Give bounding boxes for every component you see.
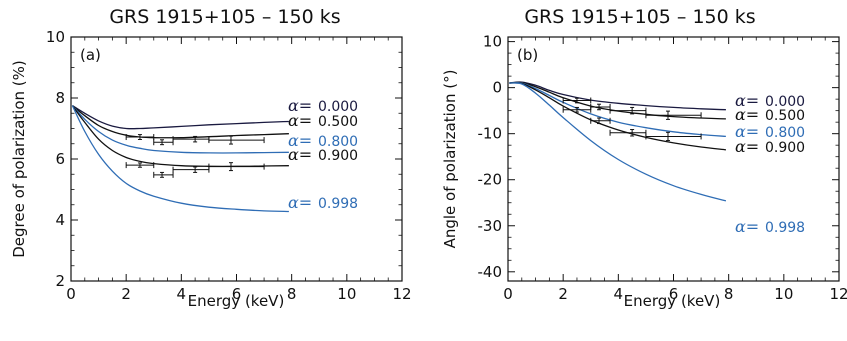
panel-b-ylabel: Angle of polarization (°)	[441, 70, 459, 249]
y-tick-label: 4	[55, 211, 65, 229]
series-label-0.900: α= 0.900	[735, 137, 805, 156]
series-label-symbol: α=	[735, 217, 759, 236]
data-point	[125, 162, 155, 169]
y-tick-label: -40	[478, 263, 503, 281]
series-label-value: 0.000	[765, 94, 805, 110]
panel-b-ticks: 0 2 4 6 8 10 12 -40 -30 -20 -10 0 10	[478, 33, 847, 303]
data-point	[645, 131, 702, 142]
series-label-value: 0.000	[318, 99, 358, 115]
panel-a-title: GRS 1915+105 – 150 ks	[109, 6, 340, 28]
y-tick-label: 8	[55, 89, 65, 107]
panel-b-chart: GRS 1915+105 – 150 ks (b) Energy (keV) A…	[441, 6, 847, 310]
panel-a-alpha-labels: α= 0.000 α= 0.500 α= 0.800 α= 0.900 α= 0.998	[288, 96, 358, 212]
x-tick-label: 2	[558, 285, 568, 303]
series-label-0.800: α= 0.800	[288, 131, 358, 150]
series-label-0.800: α= 0.800	[735, 122, 805, 141]
y-tick-label: -20	[478, 171, 503, 189]
series-label-symbol: α=	[288, 193, 312, 212]
x-tick-label: 0	[503, 285, 513, 303]
series-label-0.500: α= 0.500	[735, 105, 805, 124]
x-tick-label: 2	[121, 285, 131, 303]
series-line-0.500	[71, 105, 289, 139]
data-point	[208, 135, 265, 145]
panel-a-data-points	[125, 134, 265, 178]
series-line-0.998	[71, 105, 289, 213]
panel-b-data-points	[562, 97, 702, 142]
series-label-value: 0.800	[765, 125, 805, 141]
y-tick-label: 10	[46, 28, 65, 46]
panel-a-label: (a)	[80, 46, 101, 64]
data-point	[609, 129, 647, 137]
panel-b-label: (b)	[517, 46, 538, 64]
series-label-symbol: α=	[288, 145, 312, 164]
data-point	[590, 117, 611, 125]
data-point	[172, 166, 210, 173]
panel-a-ylabel: Degree of polarization (%)	[10, 60, 28, 258]
y-tick-label: 10	[483, 33, 502, 51]
series-label-symbol: α=	[735, 91, 759, 110]
data-point	[153, 171, 174, 178]
x-tick-label: 4	[614, 285, 624, 303]
series-label-symbol: α=	[288, 111, 312, 130]
panel-b-alpha-labels: α= 0.000 α= 0.500 α= 0.800 α= 0.900 α= 0.998	[735, 91, 805, 236]
series-line-0.900	[509, 82, 726, 151]
panel-b-title: GRS 1915+105 – 150 ks	[524, 6, 755, 28]
x-tick-label: 8	[287, 285, 297, 303]
y-tick-label: -10	[478, 125, 503, 143]
series-label-symbol: α=	[735, 122, 759, 141]
y-tick-label: 2	[55, 272, 65, 290]
series-label-symbol: α=	[288, 131, 312, 150]
series-line-0.000	[72, 105, 289, 130]
series-label-value: 0.500	[765, 108, 805, 124]
series-line-0.800	[509, 81, 726, 138]
data-point	[153, 139, 174, 146]
y-tick-label: 6	[55, 150, 65, 168]
data-point	[208, 162, 265, 172]
x-tick-label: 8	[724, 285, 734, 303]
series-line-0.000	[509, 81, 726, 111]
series-label-0.500: α= 0.500	[288, 111, 358, 130]
series-label-value: 0.800	[318, 134, 358, 150]
x-tick-label: 10	[774, 285, 793, 303]
series-label-0.998: α= 0.998	[735, 217, 805, 236]
data-point	[562, 106, 592, 113]
panel-b-frame	[507, 36, 840, 282]
x-tick-label: 6	[669, 285, 679, 303]
x-tick-label: 10	[337, 285, 356, 303]
panel-b-curves	[509, 81, 727, 202]
panel-a-xlabel: Energy (keV)	[188, 292, 285, 310]
series-label-symbol: α=	[735, 105, 759, 124]
x-tick-label: 12	[829, 285, 847, 303]
data-point	[562, 97, 592, 104]
series-line-0.998	[509, 82, 727, 202]
series-label-value: 0.998	[318, 196, 358, 212]
series-label-0.000: α= 0.000	[735, 91, 805, 110]
x-tick-label: 0	[66, 285, 76, 303]
panel-a-chart: GRS 1915+105 – 150 ks (a) Energy (keV) D…	[10, 6, 412, 310]
y-tick-label: -30	[478, 217, 503, 235]
series-label-0.000: α= 0.000	[288, 96, 358, 115]
series-label-value: 0.900	[765, 140, 805, 156]
series-label-value: 0.900	[318, 148, 358, 164]
series-label-value: 0.998	[765, 220, 805, 236]
series-label-0.998: α= 0.998	[288, 193, 358, 212]
data-point	[125, 134, 155, 141]
data-point	[645, 110, 702, 120]
panel-b-xlabel: Energy (keV)	[624, 292, 721, 310]
x-tick-label: 4	[177, 285, 187, 303]
x-tick-label: 12	[392, 285, 411, 303]
y-tick-label: 0	[492, 79, 502, 97]
x-tick-label: 6	[232, 285, 242, 303]
series-line-0.800	[71, 105, 289, 154]
panel-a-curves	[71, 105, 289, 213]
series-label-0.900: α= 0.900	[288, 145, 358, 164]
series-label-value: 0.500	[318, 114, 358, 130]
series-label-symbol: α=	[288, 96, 312, 115]
series-label-symbol: α=	[735, 137, 759, 156]
